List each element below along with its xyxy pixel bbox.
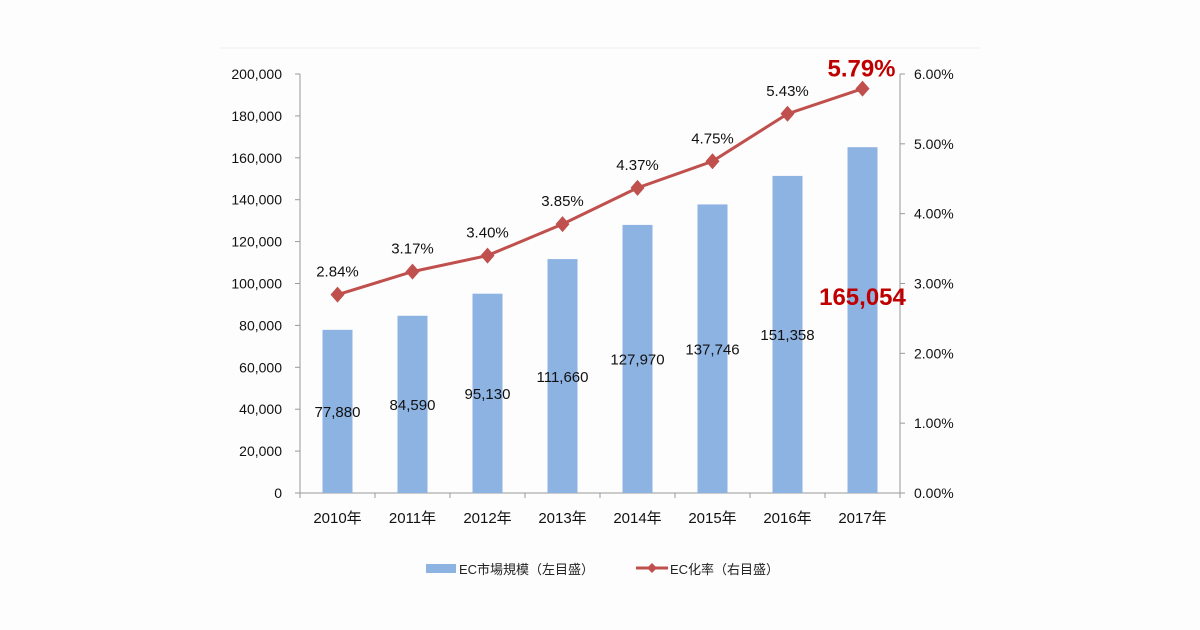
bar-value-label: 151,358 [760,327,814,344]
rate-value-label: 3.40% [466,225,509,242]
x-tick-label: 2012年 [463,510,511,527]
bar-value-label: 127,970 [610,352,664,369]
right-tick-label: 2.00% [914,345,954,361]
rate-value-label: 2.84% [316,264,359,281]
x-tick-label: 2017年 [838,510,886,527]
right-tick-label: 6.00% [914,66,954,82]
right-tick-label: 3.00% [914,276,954,292]
x-tick-label: 2015年 [688,510,736,527]
bar-value-label: 137,746 [685,341,739,358]
right-tick-label: 5.00% [914,136,954,152]
rate-marker [630,179,645,196]
rate-marker [705,153,720,170]
rate-value-label: 5.79% [827,56,895,83]
rate-line [337,87,863,297]
rate-value-label: 5.43% [766,83,809,100]
bar-value-label: 77,880 [315,404,361,421]
rate-marker [480,247,495,264]
bar [472,293,503,493]
legend-bar-swatch [426,564,456,573]
rate-marker [330,286,345,303]
bar-value-label: 165,054 [819,284,906,311]
bar-value-label: 111,660 [537,369,589,386]
bar-value-label: 84,590 [390,397,436,414]
left-tick-label: 100,000 [231,276,282,292]
legend-line-label: EC化率（右目盛） [670,562,779,577]
rate-value-label: 3.17% [391,241,434,258]
bar [622,224,653,494]
right-tick-label: 0.00% [914,485,954,501]
rate-value-label: 4.75% [691,130,734,147]
x-tick-label: 2011年 [389,510,436,527]
x-tick-label: 2016年 [763,510,811,527]
x-tick-label: 2013年 [538,510,586,527]
rate-value-label: 4.37% [616,157,659,174]
bar [547,259,578,493]
left-tick-label: 60,000 [239,359,282,375]
left-tick-label: 80,000 [239,317,282,333]
bar-value-label: 95,130 [465,386,511,403]
left-tick-label: 200,000 [231,66,282,82]
right-tick-label: 4.00% [914,206,954,222]
left-tick-label: 0 [274,485,282,501]
left-tick-label: 120,000 [231,234,282,250]
left-tick-label: 40,000 [239,401,282,417]
legend-bar-label: EC市場規模（左目盛） [459,562,594,577]
x-tick-label: 2010年 [313,510,361,527]
bar [772,175,803,494]
left-tick-label: 160,000 [231,150,282,166]
rate-marker [555,216,570,233]
x-tick-label: 2014年 [613,510,661,527]
rate-marker [405,263,420,280]
bar [847,147,878,494]
rate-value-label: 3.85% [541,193,584,210]
left-tick-label: 20,000 [239,443,282,459]
rate-marker [780,105,795,122]
bar [397,315,428,493]
bar [697,204,728,494]
left-tick-label: 180,000 [231,108,282,124]
right-tick-label: 1.00% [914,415,954,431]
legend-line-marker [647,563,657,573]
bar [322,329,353,493]
rate-marker [855,80,870,97]
left-tick-label: 140,000 [231,192,282,208]
